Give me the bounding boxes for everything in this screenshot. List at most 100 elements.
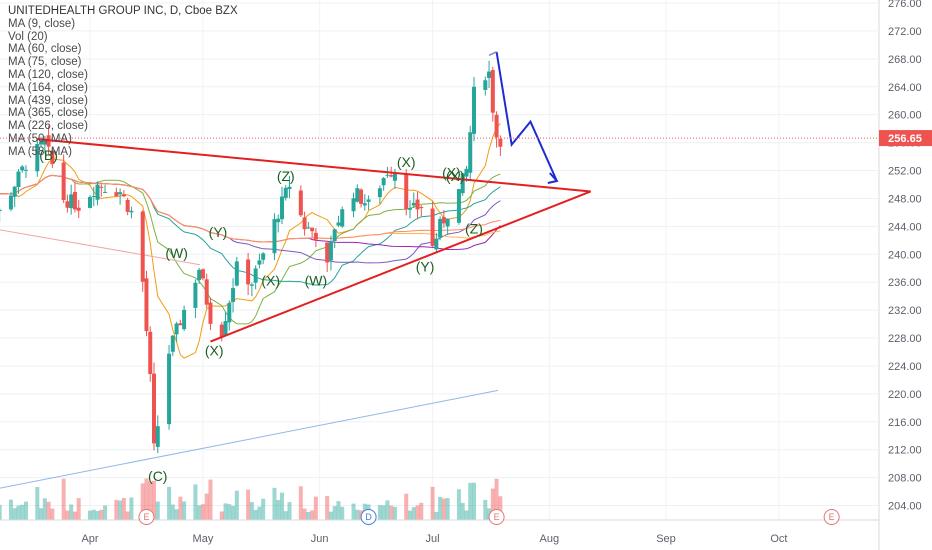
candle-body xyxy=(283,187,288,198)
candle-body xyxy=(298,190,303,216)
volume-bar xyxy=(253,509,258,520)
candle-body xyxy=(253,268,258,283)
candle-body xyxy=(381,178,386,186)
volume-bar xyxy=(411,507,416,520)
y-tick-label: 260.00 xyxy=(888,110,922,122)
candle-body xyxy=(468,132,473,173)
y-tick-label: 204.00 xyxy=(888,501,922,513)
candle-body xyxy=(472,86,476,134)
ma-line xyxy=(0,173,501,325)
x-tick-label: Oct xyxy=(770,533,787,545)
candle-body xyxy=(419,207,424,209)
y-tick-label: 208.00 xyxy=(888,473,922,485)
candle-body xyxy=(430,208,435,246)
candle-body xyxy=(182,309,187,330)
candle-body xyxy=(227,303,232,323)
volume-bar xyxy=(490,488,495,520)
candle-body xyxy=(197,269,202,281)
candle-body xyxy=(91,196,96,198)
ma-line xyxy=(0,229,201,266)
volume-bar xyxy=(310,510,315,520)
volume-bar xyxy=(46,501,51,520)
volume-bar xyxy=(118,500,123,520)
last-price-label: 256.65 xyxy=(888,133,922,145)
event-marker xyxy=(823,509,840,525)
candle-body xyxy=(20,166,25,171)
volume-bar xyxy=(276,499,281,520)
wave-label: (C) xyxy=(148,468,167,484)
volume-bar xyxy=(487,508,492,520)
volume-bar xyxy=(12,508,17,520)
price-axis[interactable]: 276.00272.00268.00264.00260.00256.00252.… xyxy=(878,0,932,550)
candle-body xyxy=(155,426,160,447)
candle-body xyxy=(193,282,198,308)
event-marker-label: E xyxy=(829,512,835,522)
candle-body xyxy=(76,207,81,211)
volume-bar xyxy=(144,478,149,520)
candle-body xyxy=(498,138,503,147)
volume-bar xyxy=(182,501,187,520)
wave-label: (X) xyxy=(397,154,416,170)
y-tick-label: 220.00 xyxy=(888,389,922,401)
candle-body xyxy=(366,199,371,202)
volume-bar xyxy=(76,498,81,520)
y-tick-label: 268.00 xyxy=(888,54,922,66)
volume-bar xyxy=(385,500,390,520)
y-tick-label: 216.00 xyxy=(888,417,922,429)
wave-label: (X) xyxy=(446,168,465,184)
candle-body xyxy=(208,302,213,324)
candle-body xyxy=(88,197,92,208)
volume-bar xyxy=(208,479,213,520)
volume-bar xyxy=(325,496,330,520)
volume-bar xyxy=(302,508,307,520)
candle-body xyxy=(310,227,315,232)
volume-bar xyxy=(246,489,251,520)
volume-bar xyxy=(227,504,232,520)
volume-bar xyxy=(72,511,77,520)
volume-bar xyxy=(377,505,382,520)
candle-body xyxy=(148,331,153,374)
candle-body xyxy=(50,150,55,165)
volume-bar xyxy=(39,508,44,520)
candle-body xyxy=(170,335,175,352)
candle-body xyxy=(204,279,209,305)
candle-body xyxy=(0,209,2,212)
x-tick-label: May xyxy=(193,533,214,545)
y-tick-label: 272.00 xyxy=(888,26,922,38)
candle-body xyxy=(118,192,123,195)
candle-body xyxy=(144,278,149,332)
volume-bar xyxy=(167,486,172,520)
candle-body xyxy=(302,217,307,230)
candle-body xyxy=(12,186,17,197)
volume-bar xyxy=(472,482,476,520)
event-marker xyxy=(488,509,505,525)
candle-body xyxy=(174,323,179,335)
volume-bar xyxy=(231,505,236,520)
candle-body xyxy=(494,114,499,138)
projection-arrowhead xyxy=(547,172,559,184)
candle-body xyxy=(35,143,40,172)
volume-bar xyxy=(103,505,108,520)
volume-bar xyxy=(415,505,420,520)
moving-average-lines xyxy=(0,122,501,489)
candle-body xyxy=(246,259,251,285)
candle-body xyxy=(69,194,74,209)
candle-body xyxy=(287,186,292,190)
volume-bar xyxy=(328,511,333,520)
wave-label: (B) xyxy=(39,147,58,163)
volume-bar xyxy=(483,499,488,520)
candle-body xyxy=(464,168,469,177)
candle-body xyxy=(178,323,183,326)
chart-grid xyxy=(0,0,878,520)
volume-bar xyxy=(42,498,47,520)
wave-label: (X) xyxy=(261,273,280,289)
event-marker xyxy=(138,509,155,525)
x-tick-label: Jul xyxy=(426,533,440,545)
time-axis[interactable]: Apr May Jun Jul Aug Sep Oct xyxy=(0,519,879,545)
volume-bar xyxy=(69,504,74,520)
volume-bar xyxy=(234,490,239,520)
candle-body xyxy=(257,260,262,265)
volume-bar xyxy=(65,510,70,520)
candle-body xyxy=(125,199,130,212)
